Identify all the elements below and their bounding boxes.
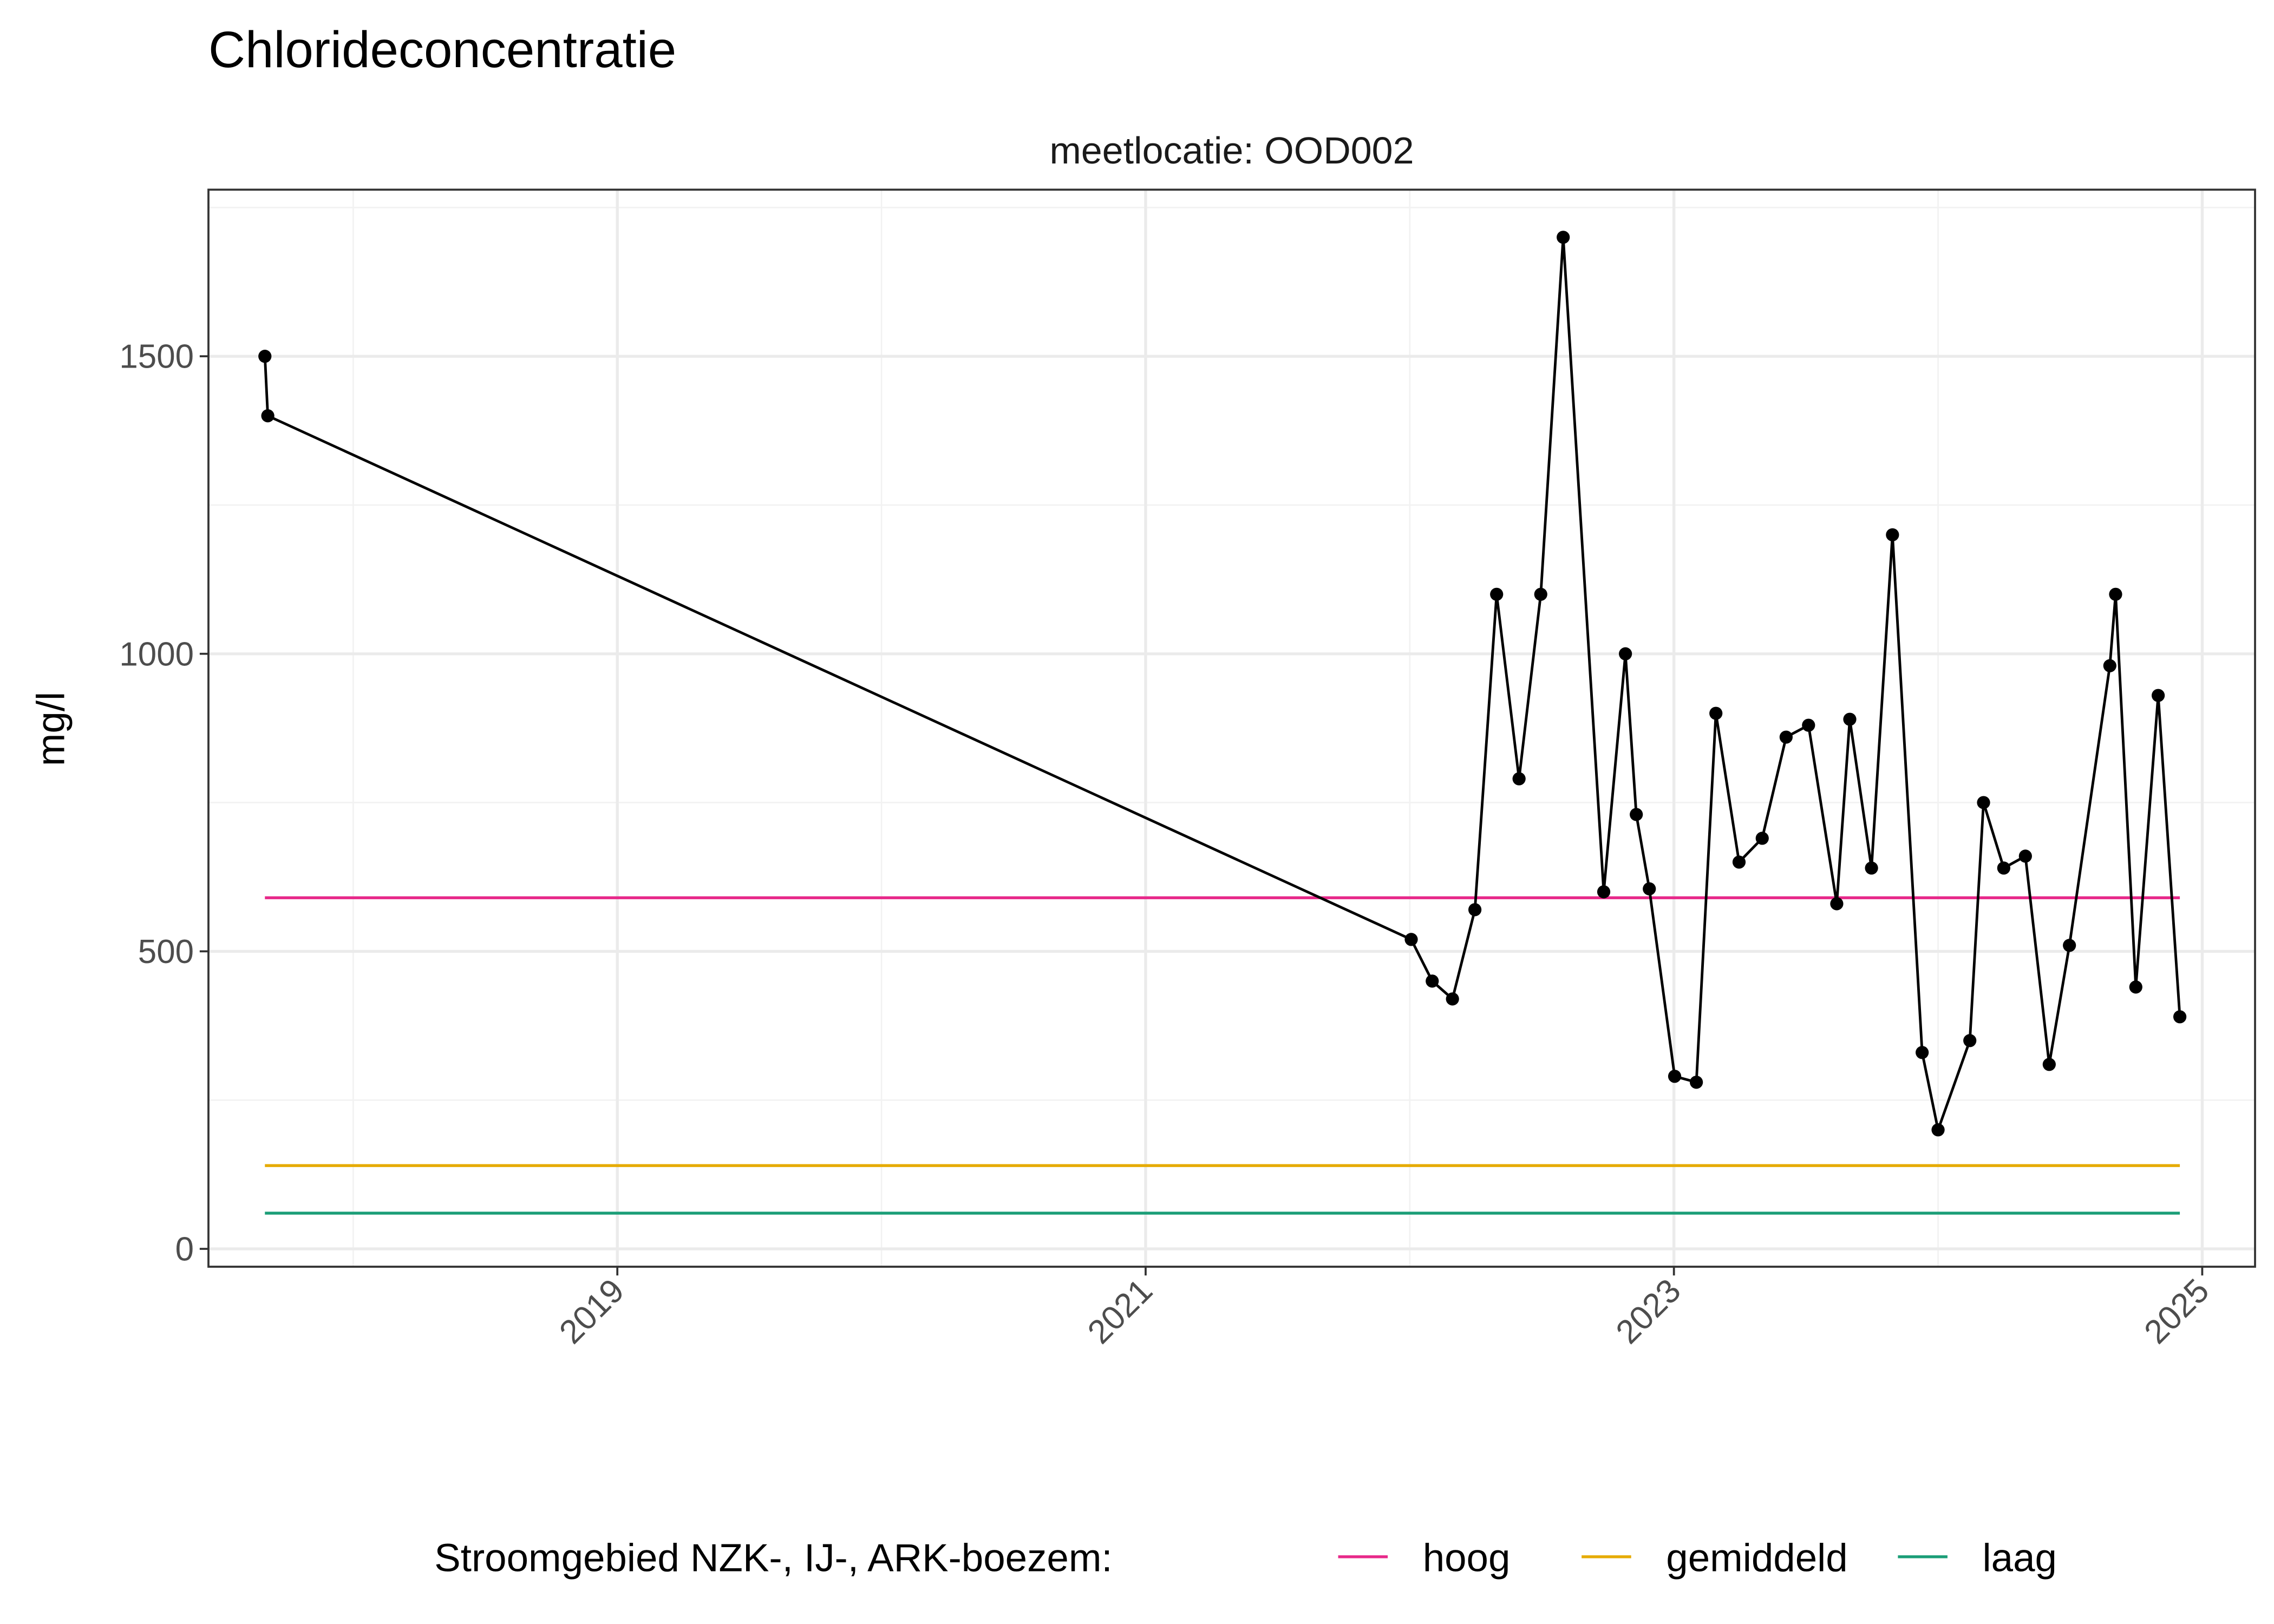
data-point — [2173, 1010, 2187, 1024]
data-point — [2063, 939, 2076, 952]
data-point — [1732, 855, 1746, 869]
y-tick-label: 1000 — [119, 636, 194, 673]
data-point — [1468, 903, 1482, 916]
data-point — [1597, 885, 1611, 899]
reference-lines — [265, 896, 2180, 1215]
y-axis-label: mg/l — [29, 692, 73, 766]
y-tick-label: 0 — [175, 1231, 194, 1268]
chart-title: Chlorideconcentratie — [208, 21, 676, 78]
legend-label-gemiddeld: gemiddeld — [1666, 1536, 1847, 1580]
data-point — [2151, 689, 2165, 702]
data-point — [1997, 861, 2010, 875]
data-point — [1755, 831, 1769, 845]
data-point — [1668, 1070, 1682, 1083]
data-point — [1534, 587, 1547, 601]
data-point — [1557, 231, 1570, 244]
legend-label-hoog: hoog — [1423, 1536, 1511, 1580]
data-point — [1830, 897, 1844, 911]
data-point — [1426, 974, 1439, 988]
data-point — [1490, 587, 1504, 601]
data-point — [1643, 882, 1656, 896]
data-series — [258, 231, 2187, 1137]
data-point — [2018, 849, 2032, 863]
panel-border — [207, 188, 2256, 1268]
data-point — [1916, 1046, 1929, 1059]
data-point — [2103, 659, 2116, 672]
facet-label: meetlocatie: OOD002 — [1049, 129, 1414, 172]
data-point — [1802, 718, 1815, 732]
data-point — [1779, 730, 1793, 744]
series-line — [263, 237, 2181, 1135]
legend-label-laag: laag — [1983, 1536, 2057, 1580]
x-tick-label: 2019 — [552, 1272, 631, 1351]
data-point — [2109, 587, 2122, 601]
data-point — [1630, 808, 1643, 821]
data-point — [1843, 712, 1857, 726]
data-point — [1446, 992, 1459, 1006]
data-point — [258, 350, 272, 363]
x-tick-label: 2023 — [1609, 1272, 1688, 1351]
data-point — [2129, 980, 2142, 994]
data-point — [1690, 1076, 1703, 1089]
data-point — [1865, 861, 1878, 875]
data-point — [1963, 1034, 1977, 1047]
y-axis: 0 500 1000 1500 — [119, 338, 209, 1268]
data-point — [1977, 796, 1990, 809]
data-point — [1512, 772, 1526, 785]
legend-title: Stroomgebied NZK-, IJ-, ARK-boezem: — [434, 1536, 1112, 1580]
grid — [208, 189, 2255, 1267]
y-tick-label: 500 — [138, 933, 194, 971]
data-point — [1404, 933, 1418, 946]
y-tick-label: 1500 — [119, 338, 194, 376]
x-axis: 2019 2021 2023 2025 — [552, 1267, 2216, 1351]
data-point — [1709, 706, 1723, 720]
data-point — [1619, 647, 1632, 660]
data-point — [1931, 1123, 1945, 1137]
panel-background — [208, 189, 2255, 1267]
data-point — [261, 409, 275, 423]
data-point — [2042, 1058, 2056, 1071]
legend: Stroomgebied NZK-, IJ-, ARK-boezem: hoog… — [434, 1536, 2057, 1580]
x-tick-label: 2021 — [1081, 1272, 1160, 1351]
data-point — [1886, 528, 1899, 542]
x-tick-label: 2025 — [2137, 1272, 2216, 1351]
